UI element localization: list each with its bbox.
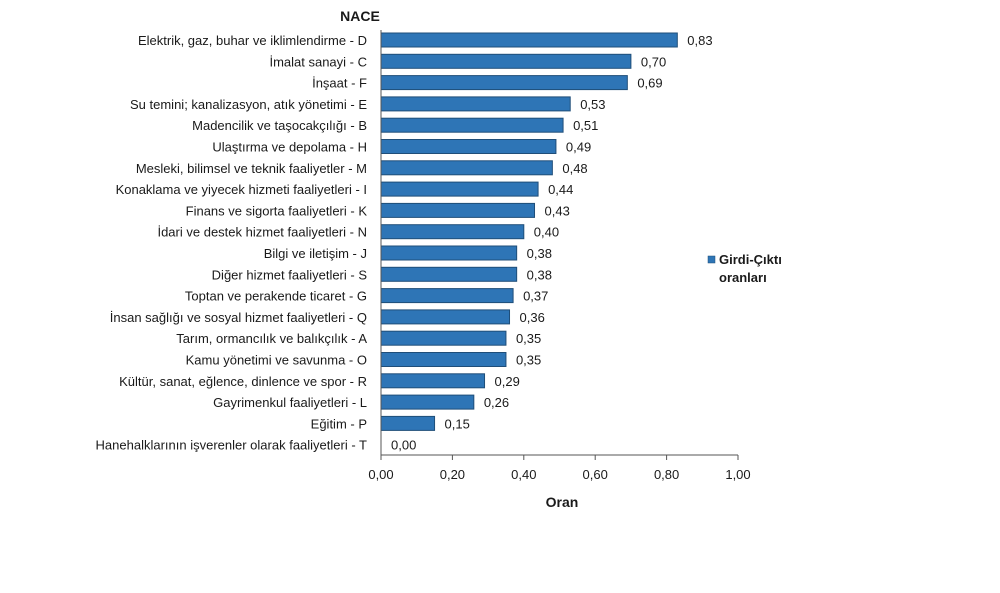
bar [380, 330, 507, 346]
data-label: 0,40 [534, 225, 559, 240]
data-label: 0,35 [516, 331, 541, 346]
bar [380, 415, 436, 431]
x-axis-title: Oran [546, 494, 579, 510]
category-label: Toptan ve perakende ticaret - G [185, 289, 367, 304]
category-label: Eğitim - P [311, 416, 367, 431]
data-label: 0,36 [520, 310, 545, 325]
data-label: 0,29 [495, 374, 520, 389]
category-label: Gayrimenkul faaliyetleri - L [213, 395, 367, 410]
data-label: 0,70 [641, 54, 666, 69]
bar [380, 160, 553, 176]
x-tick-label: 1,00 [725, 467, 750, 482]
legend: Girdi-Çıktı oranları [707, 252, 782, 285]
legend-label-line2: oranları [719, 270, 767, 285]
category-label: Elektrik, gaz, buhar ve iklimlendirme - … [138, 33, 367, 48]
bar [380, 202, 536, 218]
category-label: Kültür, sanat, eğlence, dinlence ve spor… [119, 374, 367, 389]
data-label: 0,69 [637, 76, 662, 91]
bar [380, 245, 518, 261]
x-tick-label: 0,60 [583, 467, 608, 482]
bar [380, 32, 678, 48]
category-label: İmalat sanayi - C [269, 54, 367, 69]
category-label: Su temini; kanalizasyon, atık yönetimi -… [130, 97, 367, 112]
legend-swatch [707, 255, 716, 264]
data-label: 0,49 [566, 140, 591, 155]
category-label: Ulaştırma ve depolama - H [212, 140, 367, 155]
bar [380, 181, 539, 197]
category-label: Tarım, ormancılık ve balıkçılık - A [176, 331, 367, 346]
category-label: Kamu yönetimi ve savunma - O [186, 353, 367, 368]
legend-label-line1: Girdi-Çıktı [719, 252, 782, 267]
data-label: 0,15 [445, 416, 470, 431]
bar [380, 266, 518, 282]
bar [380, 373, 486, 389]
category-label: Madencilik ve taşocakçılığı - B [192, 118, 367, 133]
bar [380, 309, 511, 325]
bar [380, 394, 475, 410]
data-label: 0,83 [687, 33, 712, 48]
category-label: Hanehalklarının işverenler olarak faaliy… [96, 438, 367, 453]
x-tick-label: 0,80 [654, 467, 679, 482]
category-label: Bilgi ve iletişim - J [264, 246, 367, 261]
category-label: İdari ve destek hizmet faaliyetleri - N [157, 225, 367, 240]
x-tick-label: 0,40 [511, 467, 536, 482]
x-tick-label: 0,20 [440, 467, 465, 482]
bar [380, 53, 632, 69]
bar [380, 288, 514, 304]
category-label: Konaklama ve yiyecek hizmeti faaliyetler… [116, 182, 367, 197]
data-label: 0,38 [527, 246, 552, 261]
data-label: 0,44 [548, 182, 573, 197]
bar [380, 117, 564, 133]
bar [380, 352, 507, 367]
data-label: 0,38 [527, 267, 552, 282]
bar [380, 139, 557, 154]
category-label: İnşaat - F [312, 76, 367, 91]
x-tick-label: 0,00 [368, 467, 393, 482]
data-label: 0,37 [523, 289, 548, 304]
y-axis-title: NACE [340, 8, 380, 24]
category-label: Finans ve sigorta faaliyetleri - K [186, 203, 368, 218]
data-label: 0,35 [516, 353, 541, 368]
bar [380, 224, 525, 240]
bar [380, 96, 571, 112]
data-label: 0,43 [545, 203, 570, 218]
category-label: Mesleki, bilimsel ve teknik faaliyetler … [136, 161, 367, 176]
data-label: 0,26 [484, 395, 509, 410]
data-label: 0,53 [580, 97, 605, 112]
data-label: 0,51 [573, 118, 598, 133]
data-label: 0,00 [391, 438, 416, 453]
data-label: 0,48 [562, 161, 587, 176]
category-label: Diğer hizmet faaliyetleri - S [212, 267, 368, 282]
bar [380, 75, 628, 91]
category-label: İnsan sağlığı ve sosyal hizmet faaliyetl… [110, 310, 367, 325]
